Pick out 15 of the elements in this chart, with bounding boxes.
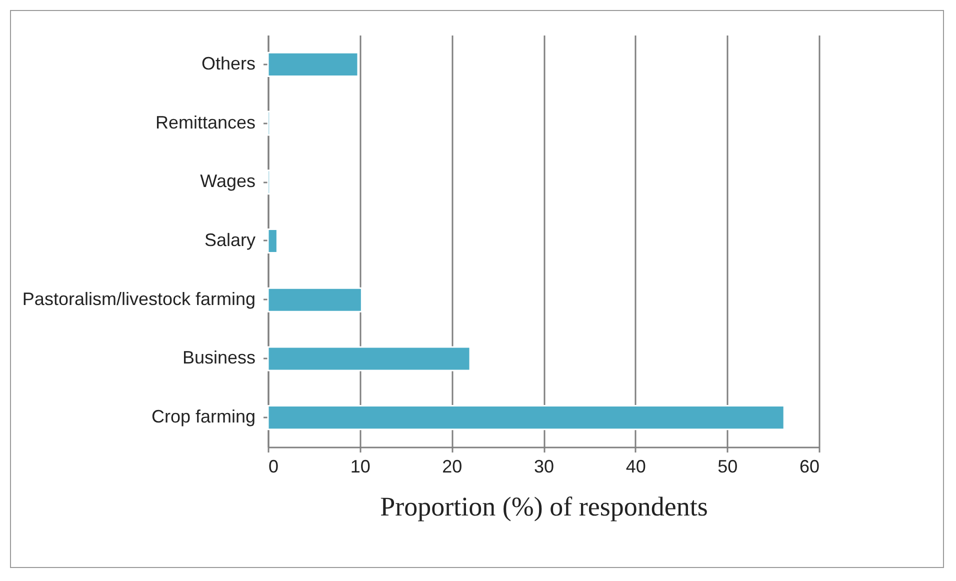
x-axis-title: Proportion (%) of respondents [380,492,708,522]
x-tick-label: 10 [350,456,370,476]
x-tick-label: 30 [534,456,554,476]
x-tick-label: 50 [718,456,738,476]
y-tick-label: Wages [200,171,256,192]
y-tick-label: Remittances [155,112,256,132]
y-tick-label: Pastoralism/livestock farming [22,288,256,309]
y-tick-label: Salary [204,230,256,250]
x-tick-label: 60 [799,456,820,476]
y-tick-label: Business [182,348,256,368]
x-tick-label: 40 [626,456,646,476]
y-tick-label: Others [201,53,256,74]
y-tick-label: Crop farming [151,406,256,427]
x-tick-label: 0 [268,456,279,476]
x-tick-label: 20 [442,456,462,476]
